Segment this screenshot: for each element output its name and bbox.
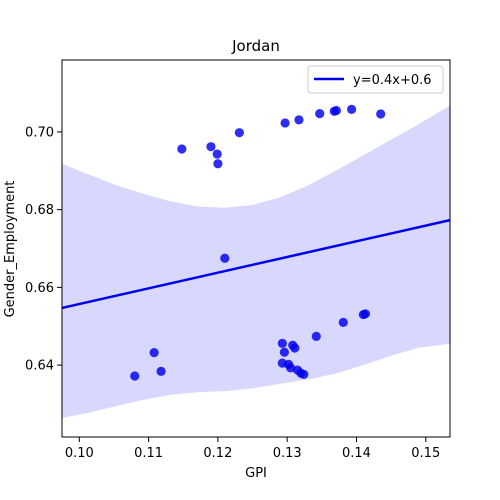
regression-line-path bbox=[61, 218, 451, 310]
x-axis-ticks: 0.10 0.11 0.12 0.13 0.14 0.15 bbox=[65, 437, 440, 461]
legend-box bbox=[307, 65, 444, 94]
data-point bbox=[290, 343, 300, 353]
data-point bbox=[277, 338, 287, 348]
confidence-band bbox=[62, 105, 450, 418]
data-point bbox=[212, 149, 222, 159]
y-axis-ticks: 0.64 0.66 0.68 0.70 bbox=[25, 125, 62, 374]
data-point bbox=[149, 348, 159, 358]
legend-label: y=0.4x+0.6 bbox=[353, 73, 432, 88]
data-point bbox=[280, 118, 290, 128]
data-point bbox=[315, 109, 325, 119]
data-point bbox=[220, 253, 230, 263]
data-point bbox=[213, 159, 223, 169]
plot-area-frame bbox=[61, 59, 451, 438]
data-point bbox=[376, 109, 386, 119]
x-tick-label: 0.14 bbox=[342, 446, 371, 461]
confidence-band-area bbox=[62, 105, 450, 418]
data-point bbox=[338, 317, 348, 327]
x-tick-label: 0.13 bbox=[273, 446, 302, 461]
regression-line bbox=[61, 218, 451, 310]
data-point bbox=[177, 144, 187, 154]
x-axis-label: GPI bbox=[245, 466, 267, 481]
data-point bbox=[130, 371, 140, 381]
y-tick-label: 0.70 bbox=[25, 125, 54, 140]
data-point bbox=[156, 366, 166, 376]
y-tick-label: 0.66 bbox=[25, 281, 54, 296]
y-axis-label: Gender_Employment bbox=[3, 181, 18, 318]
data-point bbox=[331, 105, 341, 116]
data-point bbox=[286, 363, 296, 373]
x-tick-label: 0.15 bbox=[411, 446, 440, 461]
data-point bbox=[299, 369, 309, 380]
x-tick-label: 0.11 bbox=[134, 446, 163, 461]
y-tick-label: 0.68 bbox=[25, 203, 54, 218]
data-point bbox=[234, 128, 244, 138]
x-tick-label: 0.12 bbox=[203, 446, 232, 461]
x-tick-label: 0.10 bbox=[65, 446, 94, 461]
data-point bbox=[347, 104, 357, 114]
legend: y=0.4x+0.6 bbox=[307, 65, 444, 94]
y-tick-label: 0.64 bbox=[25, 359, 54, 374]
data-point bbox=[360, 309, 371, 319]
data-points bbox=[130, 104, 386, 381]
data-point bbox=[206, 142, 216, 152]
chart-title: Jordan bbox=[231, 37, 280, 55]
data-point bbox=[279, 347, 290, 357]
data-point bbox=[294, 115, 304, 125]
data-point bbox=[311, 331, 321, 341]
